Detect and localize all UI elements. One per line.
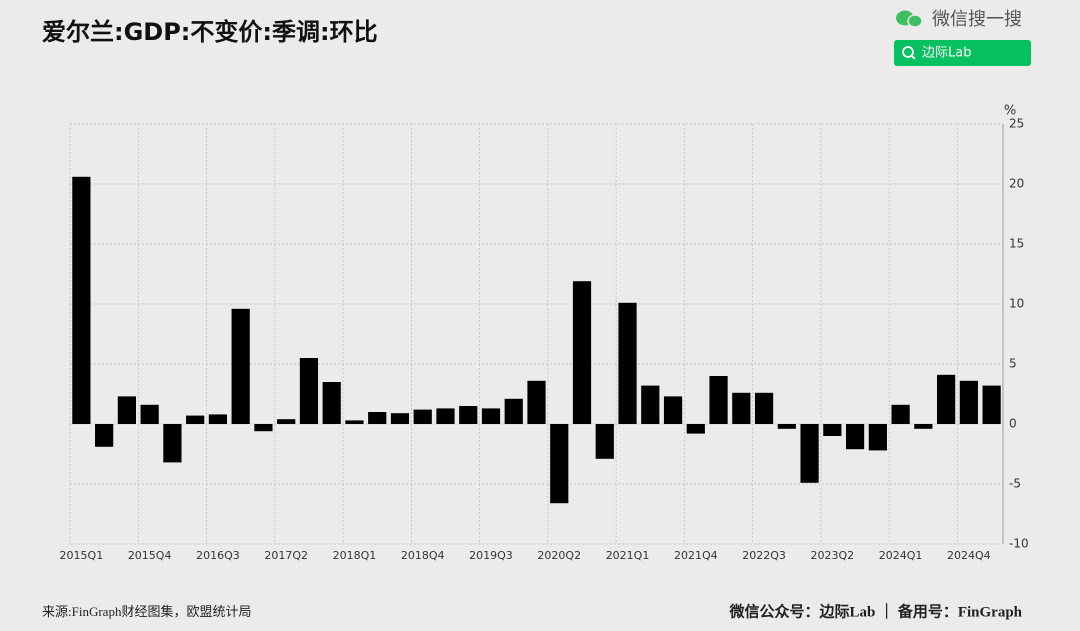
x-tick-label: 2021Q4	[674, 549, 718, 562]
bar	[641, 385, 660, 424]
watermark-icon	[896, 10, 923, 28]
x-tick-label: 2022Q3	[742, 549, 786, 562]
bar	[959, 380, 978, 424]
bar	[390, 413, 410, 424]
bar	[595, 424, 614, 459]
bar	[504, 398, 523, 424]
bar	[618, 302, 637, 424]
bar	[527, 380, 546, 424]
bar	[800, 424, 819, 483]
bar	[277, 419, 296, 424]
y-tick-label: -5	[1009, 477, 1021, 491]
x-tick-label: 2017Q2	[264, 549, 308, 562]
bar	[663, 396, 683, 424]
x-tick-label: 2016Q3	[196, 549, 240, 562]
bar	[777, 424, 796, 429]
footer: 微信公众号：边际Lab ｜ 备用号：FinGraph	[728, 602, 1022, 620]
bar	[481, 408, 501, 424]
bar	[299, 358, 319, 424]
bar	[686, 424, 705, 434]
search-button[interactable]	[894, 40, 1031, 66]
x-tick-label: 2019Q3	[469, 549, 513, 562]
bar	[231, 308, 250, 424]
bar	[459, 406, 478, 424]
y-tick-label: 5	[1009, 357, 1017, 371]
x-tick-label: 2018Q4	[401, 549, 445, 562]
bar	[550, 424, 569, 504]
x-tick-label: 2024Q4	[947, 549, 991, 562]
watermark: 微信搜一搜	[932, 9, 1022, 30]
bar	[914, 424, 933, 429]
y-tick-label: 25	[1009, 117, 1024, 131]
x-tick-label: 2023Q2	[811, 549, 855, 562]
bar	[117, 396, 136, 424]
x-tick-label: 2021Q1	[606, 549, 650, 562]
y-tick-label: -10	[1009, 537, 1029, 551]
chart-title: 爱尔兰:GDP:不变价:季调:环比	[42, 18, 378, 46]
y-tick-label: 10	[1009, 297, 1024, 311]
bar	[709, 376, 728, 424]
bar	[436, 408, 455, 424]
search-button-label[interactable]: 边际Lab	[922, 46, 971, 61]
bar	[823, 424, 842, 436]
x-tick-label: 2024Q1	[879, 549, 923, 562]
bar	[572, 281, 592, 424]
bar	[72, 176, 91, 424]
x-tick-label: 2015Q1	[60, 549, 104, 562]
bar	[937, 374, 956, 424]
bar	[413, 409, 432, 424]
bar	[163, 424, 182, 463]
bar	[186, 415, 205, 424]
x-tick-label: 2020Q2	[537, 549, 581, 562]
y-tick-label: 15	[1009, 237, 1024, 251]
bar	[982, 385, 1001, 424]
bar	[254, 424, 273, 432]
bar	[368, 412, 387, 424]
y-unit: %	[1004, 104, 1016, 119]
bar	[322, 382, 341, 424]
source: 来源:FinGraph财经图集，欧盟统计局	[42, 604, 251, 619]
bar	[891, 404, 910, 424]
y-tick-label: 20	[1009, 177, 1024, 191]
y-tick-label: 0	[1009, 417, 1017, 431]
bar	[732, 392, 751, 424]
x-tick-label: 2015Q4	[128, 549, 172, 562]
bar	[345, 420, 364, 424]
x-tick-label: 2018Q1	[333, 549, 377, 562]
search-icon	[902, 46, 914, 58]
bar	[754, 392, 774, 424]
bar	[868, 424, 887, 451]
bar	[95, 424, 114, 447]
bar	[208, 414, 228, 424]
search-icon	[911, 55, 916, 60]
bar	[845, 424, 865, 450]
bar	[140, 404, 159, 424]
